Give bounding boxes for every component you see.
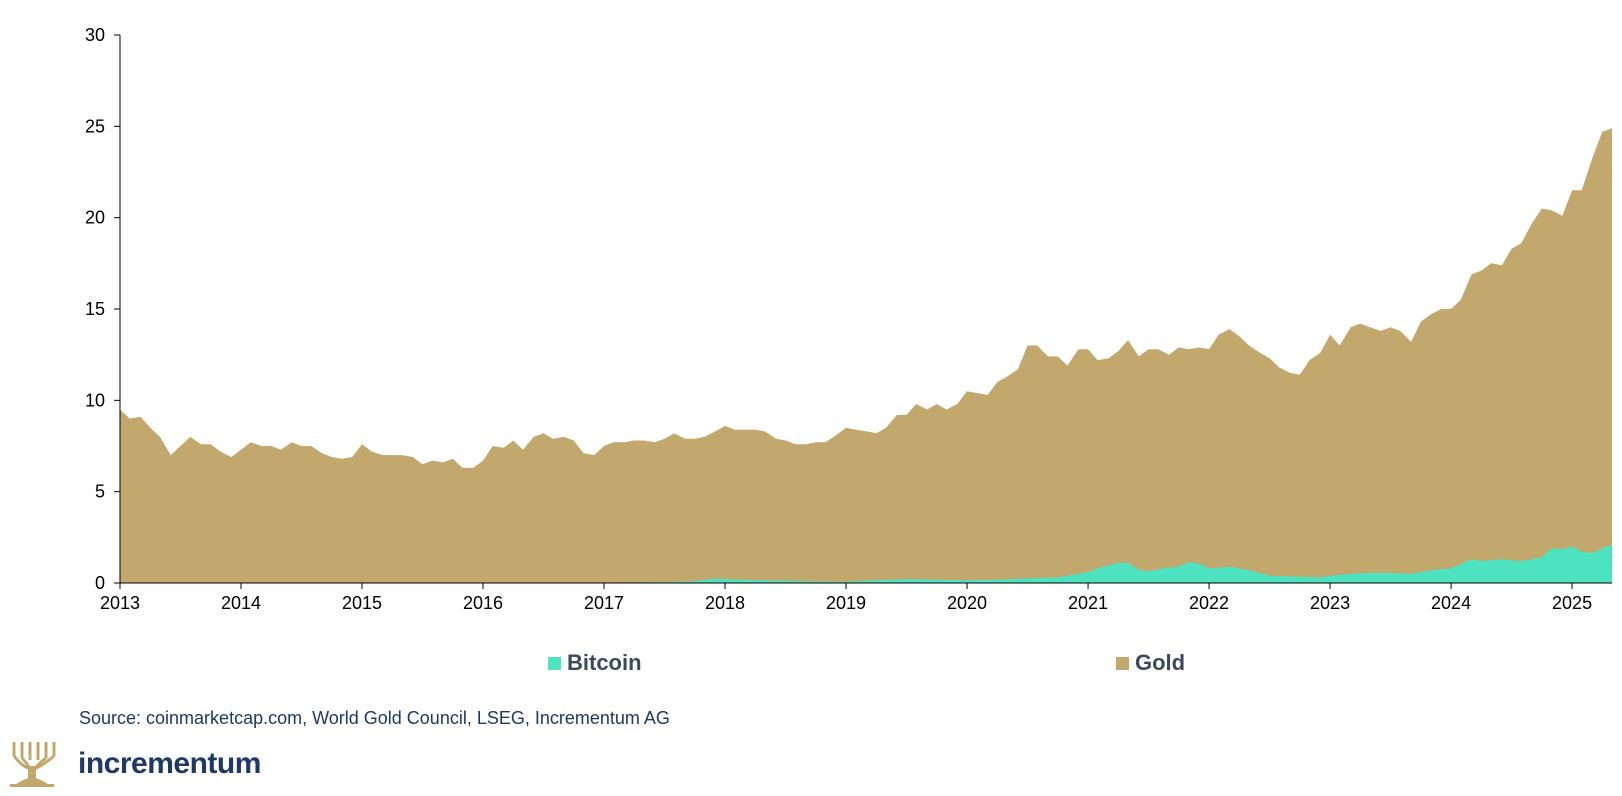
x-tick-label: 2022 xyxy=(1189,593,1229,613)
x-tick-label: 2015 xyxy=(342,593,382,613)
x-tick-label: 2016 xyxy=(463,593,503,613)
y-tick-label: 30 xyxy=(85,25,105,45)
x-tick-label: 2019 xyxy=(826,593,866,613)
x-tick-label: 2018 xyxy=(705,593,745,613)
x-tick-label: 2020 xyxy=(947,593,987,613)
legend-label-gold: Gold xyxy=(1135,650,1186,675)
source-note: Source: coinmarketcap.com, World Gold Co… xyxy=(79,708,670,728)
legend-item-bitcoin: Bitcoin xyxy=(548,650,642,676)
series-area-gold xyxy=(120,128,1612,583)
brand-name: incrementum xyxy=(78,747,261,780)
tree-logo-icon xyxy=(8,740,56,788)
series-area-bitcoin xyxy=(120,544,1612,583)
legend-swatch-gold xyxy=(1116,656,1129,670)
y-tick-label: 10 xyxy=(85,390,105,410)
series-areas xyxy=(120,128,1612,583)
chart-legend: Bitcoin Gold xyxy=(0,650,1622,680)
x-tick-label: 2014 xyxy=(221,593,261,613)
y-tick-label: 5 xyxy=(95,482,105,502)
x-tick-label: 2021 xyxy=(1068,593,1108,613)
x-tick-label: 2013 xyxy=(100,593,140,613)
legend-label-bitcoin: Bitcoin xyxy=(567,650,642,675)
y-tick-label: 15 xyxy=(85,299,105,319)
legend-item-gold: Gold xyxy=(1116,650,1185,676)
x-tick-label: 2024 xyxy=(1431,593,1471,613)
y-tick-label: 25 xyxy=(85,116,105,136)
y-tick-label: 20 xyxy=(85,208,105,228)
x-tick-label: 2023 xyxy=(1310,593,1350,613)
x-tick-label: 2017 xyxy=(584,593,624,613)
legend-swatch-bitcoin xyxy=(548,656,561,670)
brand-logo: incrementum xyxy=(8,740,261,788)
x-tick-label: 2025 xyxy=(1552,593,1592,613)
y-tick-label: 0 xyxy=(95,573,105,593)
